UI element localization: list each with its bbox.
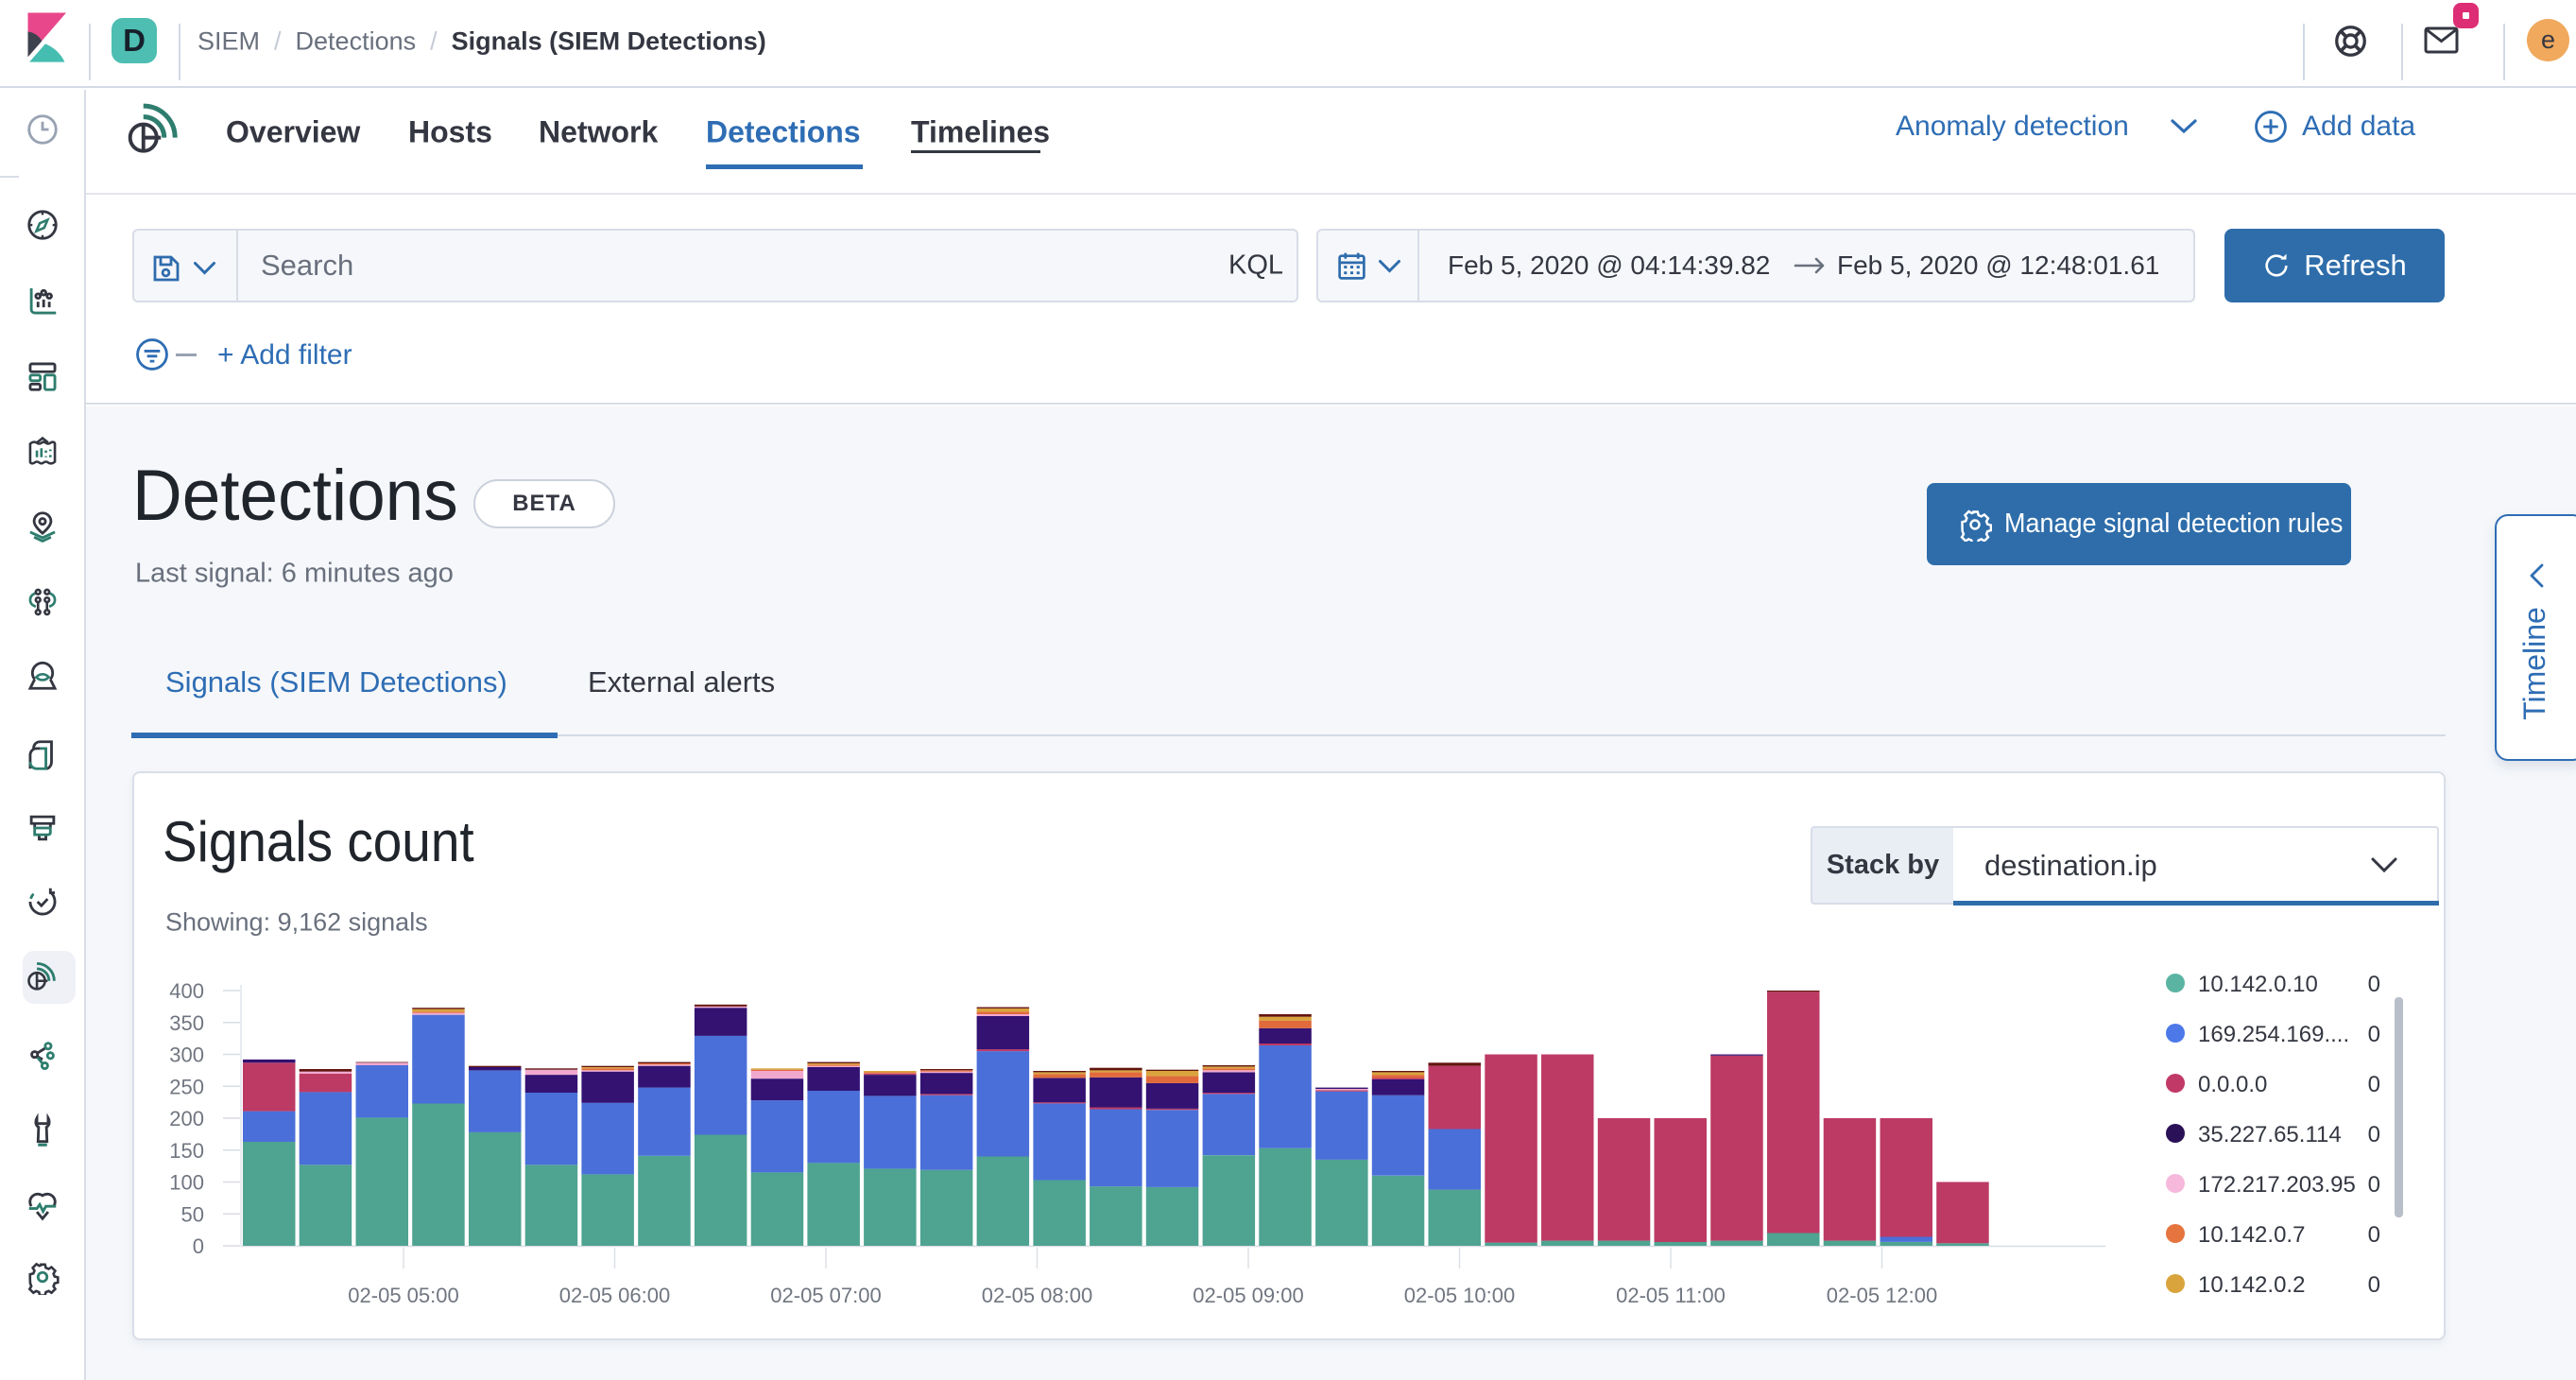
svg-text:400: 400 (169, 979, 204, 1003)
svg-text:100: 100 (169, 1171, 204, 1195)
svg-text:02-05 08:00: 02-05 08:00 (982, 1284, 1092, 1307)
svg-text:0: 0 (2368, 1272, 2380, 1298)
svg-text:10.142.0.2: 10.142.0.2 (2198, 1272, 2305, 1298)
svg-text:50: 50 (181, 1202, 204, 1226)
svg-text:02-05 11:00: 02-05 11:00 (1616, 1284, 1726, 1307)
svg-text:0: 0 (2368, 972, 2380, 997)
svg-text:02-05 06:00: 02-05 06:00 (559, 1284, 670, 1307)
svg-text:35.227.65.114: 35.227.65.114 (2198, 1122, 2342, 1147)
svg-text:0: 0 (2368, 1022, 2380, 1047)
svg-text:300: 300 (169, 1044, 204, 1067)
svg-text:150: 150 (169, 1139, 204, 1163)
svg-text:02-05 07:00: 02-05 07:00 (770, 1284, 881, 1307)
svg-text:10.142.0.10: 10.142.0.10 (2198, 972, 2318, 997)
svg-text:200: 200 (169, 1107, 204, 1130)
svg-text:0: 0 (2368, 1222, 2380, 1248)
svg-text:0: 0 (2368, 1072, 2380, 1097)
svg-text:0: 0 (2368, 1122, 2380, 1147)
svg-text:0: 0 (2368, 1172, 2380, 1198)
svg-text:169.254.169....: 169.254.169.... (2198, 1022, 2349, 1047)
svg-text:0: 0 (193, 1234, 204, 1258)
svg-text:172.217.203.95: 172.217.203.95 (2198, 1172, 2356, 1198)
svg-text:02-05 10:00: 02-05 10:00 (1404, 1284, 1515, 1307)
svg-text:02-05 12:00: 02-05 12:00 (1827, 1284, 1937, 1307)
svg-text:02-05 05:00: 02-05 05:00 (348, 1284, 458, 1307)
svg-text:10.142.0.7: 10.142.0.7 (2198, 1222, 2305, 1248)
svg-text:0.0.0.0: 0.0.0.0 (2198, 1072, 2267, 1097)
svg-text:350: 350 (169, 1011, 204, 1035)
svg-text:02-05 09:00: 02-05 09:00 (1193, 1284, 1303, 1307)
svg-text:250: 250 (169, 1075, 204, 1098)
